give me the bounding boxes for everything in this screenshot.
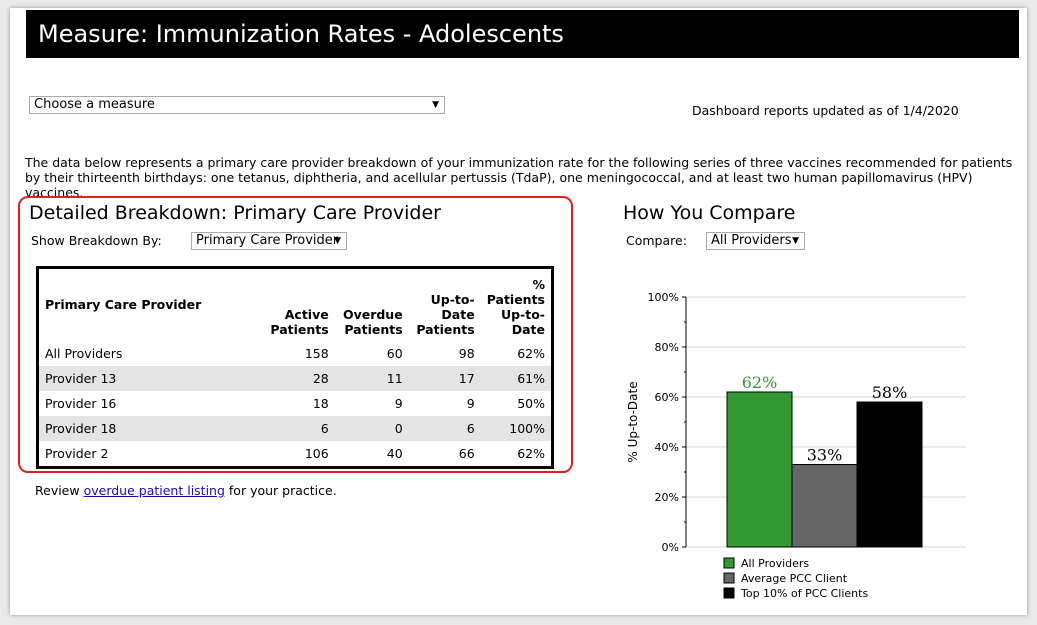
overdue-patient-listing-link[interactable]: overdue patient listing	[83, 483, 225, 498]
cell-overdue: 60	[386, 345, 403, 361]
legend-label: Top 10% of PCC Clients	[740, 587, 868, 600]
cell-active: 18	[312, 395, 329, 411]
col-header-provider: Primary Care Provider	[45, 297, 202, 313]
y-tick-label: 100%	[648, 291, 679, 304]
legend-swatch	[723, 572, 735, 584]
y-tick-label: 60%	[655, 391, 679, 404]
legend-swatch	[723, 587, 735, 599]
bar-value-label: 33%	[807, 446, 843, 465]
bar-value-label: 62%	[742, 373, 778, 392]
cell-overdue: 0	[334, 415, 409, 441]
updated-text: Dashboard reports updated as of 1/4/2020	[692, 103, 959, 118]
compare-select-value: All Providers	[711, 233, 792, 248]
breakdown-highlight	[18, 196, 573, 473]
cell-overdue: 9	[394, 395, 403, 411]
cell-provider: Provider 18	[37, 415, 265, 441]
cell-active: 6	[264, 415, 335, 441]
review-prefix: Review	[35, 483, 80, 498]
col-header-overdue: Overdue Patients	[342, 306, 403, 337]
cell-uptodate: 9	[466, 395, 475, 411]
review-line: Review overdue patient listing for your …	[35, 483, 337, 498]
cell-provider: All Providers	[45, 345, 123, 361]
table-header-row: Primary Care Provider Active Patients Ov…	[38, 268, 553, 341]
bar	[726, 391, 793, 548]
bar	[856, 401, 923, 548]
cell-active: 28	[264, 365, 335, 391]
table-row: Provider 2 106 40 66 62%	[38, 441, 553, 468]
chevron-down-icon: ▼	[334, 236, 341, 246]
y-tick-label: 20%	[655, 491, 679, 504]
y-tick-label: 0%	[662, 541, 679, 554]
cell-overdue: 11	[334, 365, 409, 391]
cell-uptodate: 98	[458, 345, 475, 361]
table-row: Provider 18 6 0 6 100%	[37, 415, 553, 441]
cell-percent: 62%	[517, 445, 545, 461]
bar	[791, 464, 858, 548]
chevron-down-icon: ▼	[792, 236, 799, 246]
cell-provider: Provider 16	[45, 395, 117, 411]
breakdown-title: Detailed Breakdown: Primary Care Provide…	[29, 202, 441, 224]
chevron-down-icon: ▼	[432, 100, 439, 110]
page-title: Measure: Immunization Rates - Adolescent…	[26, 10, 1019, 58]
compare-chart: 0% 20% 40% 60% 80% 100% % Up-to-Date 62% 33% 58% A…	[626, 291, 966, 600]
measure-select[interactable]: Choose a measure ▼	[29, 96, 445, 114]
breakdown-select-value: Primary Care Provider	[196, 233, 339, 248]
cell-uptodate: 66	[458, 445, 475, 461]
cell-provider: Provider 13	[37, 365, 265, 391]
compare-label: Compare:	[626, 233, 687, 248]
table-row: All Providers 158 60 98 62%	[38, 341, 553, 366]
table-row: Provider 16 18 9 9 50%	[38, 391, 553, 416]
legend-label: Average PCC Client	[741, 572, 848, 585]
col-header-percent: % Patients Up-to-Date	[486, 276, 546, 337]
cell-overdue: 40	[386, 445, 403, 461]
cell-percent: 100%	[480, 415, 553, 441]
y-tick-label: 80%	[655, 341, 679, 354]
cell-provider: Provider 2	[45, 445, 109, 461]
measure-description: The data below represents a primary care…	[25, 155, 1013, 200]
legend-swatch	[723, 557, 735, 569]
compare-select[interactable]: All Providers ▼	[706, 232, 805, 250]
y-tick-label: 40%	[655, 441, 679, 454]
table-row: Provider 13 28 11 17 61%	[37, 365, 553, 391]
breakdown-label: Show Breakdown By:	[31, 233, 162, 248]
breakdown-select[interactable]: Primary Care Provider ▼	[191, 232, 347, 250]
compare-title: How You Compare	[623, 202, 796, 224]
measure-select-value: Choose a measure	[34, 97, 155, 112]
bar-value-label: 58%	[872, 383, 908, 402]
cell-active: 106	[304, 445, 329, 461]
legend-label: All Providers	[741, 557, 809, 570]
cell-percent: 62%	[517, 345, 545, 361]
col-header-active: Active Patients	[270, 306, 329, 337]
y-axis-label: % Up-to-Date	[626, 381, 640, 462]
breakdown-table: Primary Care Provider Active Patients Ov…	[36, 266, 554, 469]
cell-uptodate: 6	[408, 415, 481, 441]
cell-active: 158	[304, 345, 329, 361]
review-suffix: for your practice.	[228, 483, 337, 498]
col-header-uptodate: Up-to-Date Patients	[416, 291, 475, 337]
cell-uptodate: 17	[408, 365, 481, 391]
cell-percent: 50%	[517, 395, 545, 411]
cell-percent: 61%	[480, 365, 553, 391]
